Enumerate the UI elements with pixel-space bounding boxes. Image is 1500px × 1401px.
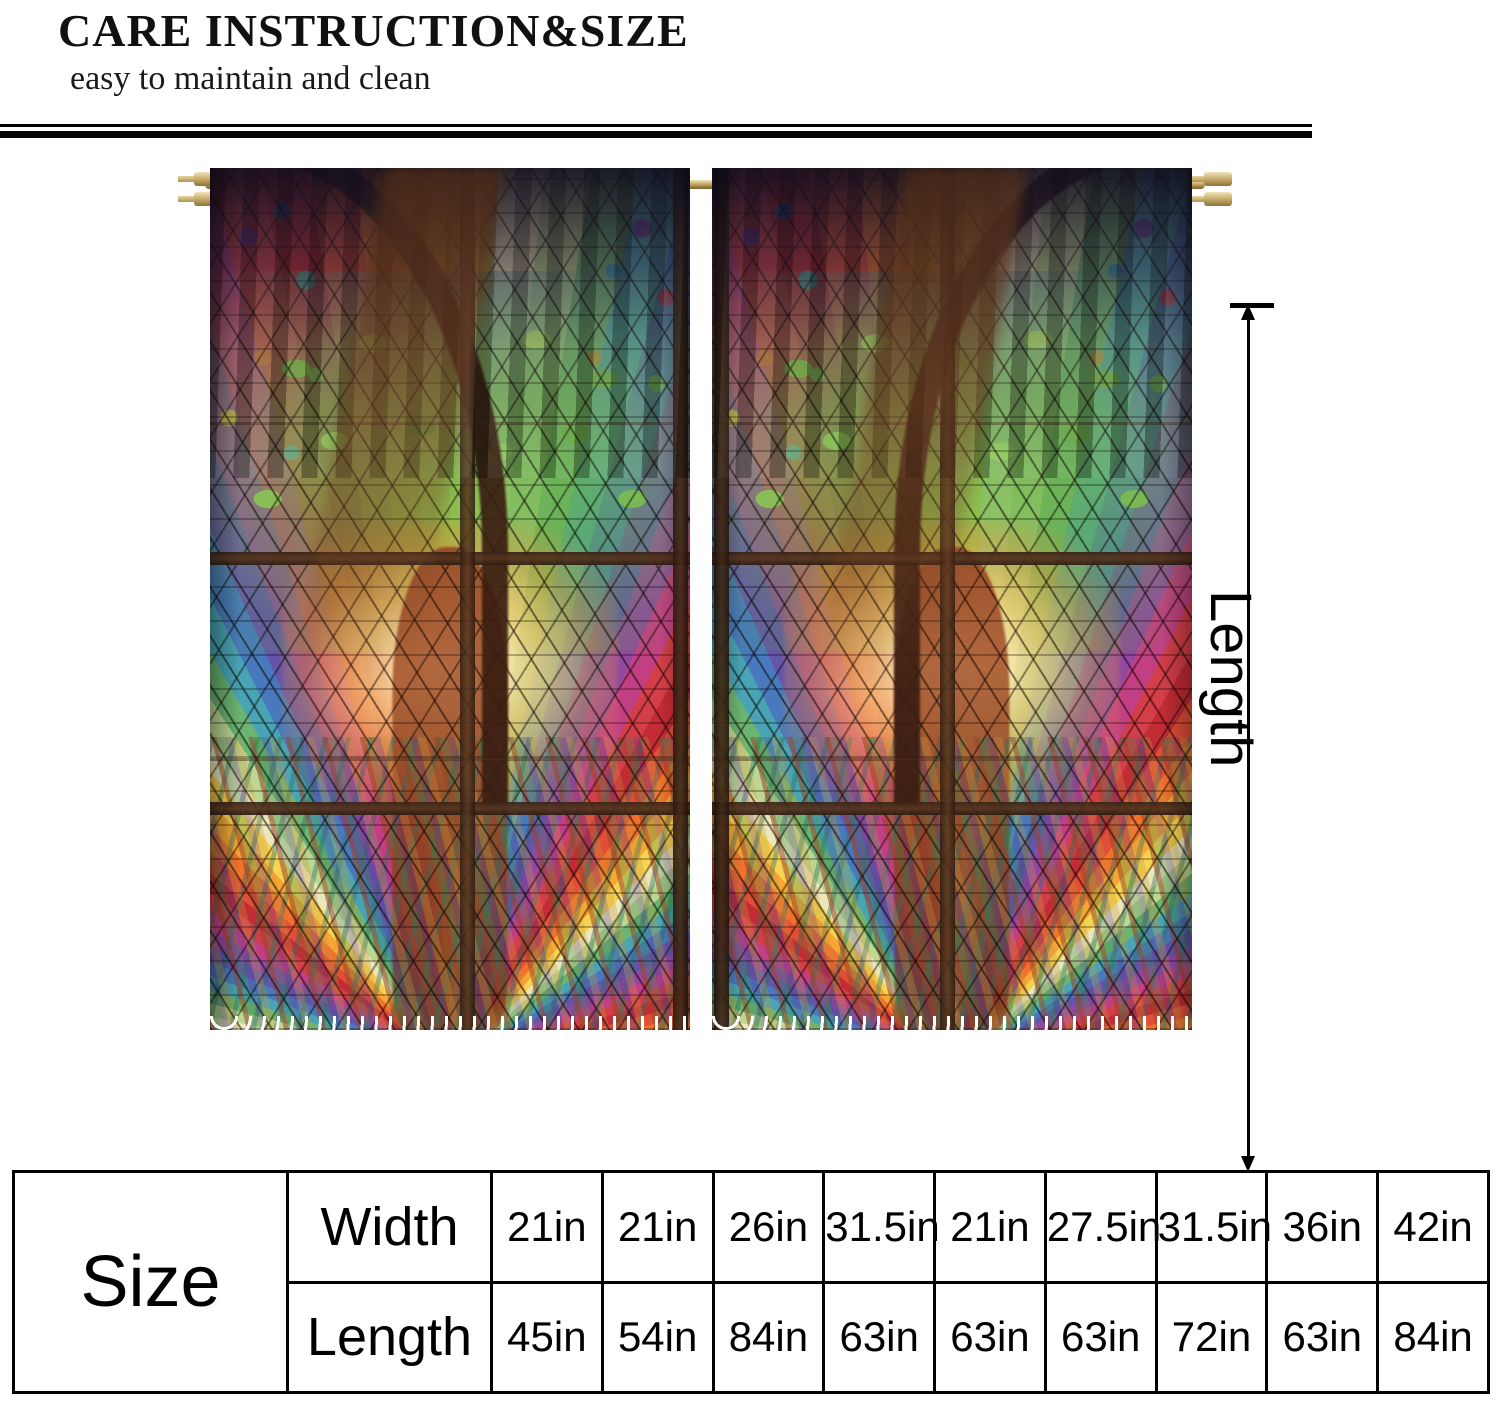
panel-edge-shadow-left: [712, 168, 742, 1030]
length-arrow-line: [1247, 312, 1250, 1164]
cell-width-2: 21in: [600, 1170, 715, 1284]
length-label: Length: [1198, 590, 1263, 768]
cell-length-4: 63in: [822, 1280, 937, 1394]
curtain-hem: [210, 1016, 690, 1030]
curtain-rod-finial-right: [1188, 172, 1234, 208]
cell-width-8: 36in: [1265, 1170, 1380, 1284]
page-subtitle: easy to maintain and clean: [70, 60, 431, 97]
cell-length-9: 84in: [1376, 1280, 1490, 1394]
cell-length-1: 45in: [490, 1280, 604, 1394]
table-row-width: Size Width 21in 21in 26in 31.5in 21in 27…: [12, 1170, 1490, 1394]
stained-glass-artwork-left: [210, 168, 690, 1030]
panel-edge-shadow-right: [1162, 168, 1192, 1030]
length-arrowhead-down: [1241, 1156, 1255, 1172]
window-mullion-thin-lower: [210, 758, 690, 762]
size-table-container: Size Width 21in 21in 26in 31.5in 21in 27…: [12, 1170, 1490, 1394]
cell-length-3: 84in: [711, 1280, 826, 1394]
header-divider-thick: [0, 131, 1312, 138]
cell-width-3: 26in: [711, 1170, 826, 1284]
curtain-panel-right: [712, 168, 1192, 1030]
length-measurement-guide: Length: [1198, 290, 1350, 1190]
curtain-panel-left: [210, 168, 690, 1030]
cell-width-6: 27.5in: [1043, 1170, 1161, 1284]
cell-length-6: 63in: [1043, 1280, 1158, 1394]
cell-length-5: 63in: [933, 1280, 1047, 1394]
window-mullion-lower: [210, 801, 690, 815]
size-table: Size Width 21in 21in 26in 31.5in 21in 27…: [12, 1170, 1490, 1394]
cell-width-4: 31.5in: [822, 1170, 940, 1284]
cell-width-5: 21in: [933, 1170, 1047, 1284]
curtain-rod: [205, 180, 1205, 189]
header-divider-thin: [0, 124, 1312, 127]
table-row-length: Length 45in 54in 84in 63in 63in 63in 72i…: [14, 1280, 1490, 1394]
window-mullion-upper: [210, 551, 690, 565]
length-arrowhead-up: [1241, 304, 1255, 320]
cell-length-7: 72in: [1154, 1280, 1269, 1394]
cell-width-1: 21in: [490, 1170, 604, 1284]
cell-width-7: 31.5in: [1154, 1170, 1272, 1284]
row-header-width: Width: [286, 1170, 493, 1284]
panel-edge-shadow-right: [660, 168, 690, 1030]
panel-edge-shadow-left: [210, 168, 240, 1030]
row-header-length: Length: [286, 1280, 493, 1394]
header-block: CARE INSTRUCTION&SIZE easy to maintain a…: [0, 0, 1500, 120]
page-title: CARE INSTRUCTION&SIZE: [58, 5, 689, 56]
cell-length-2: 54in: [600, 1280, 715, 1394]
cell-width-9: 42in: [1376, 1170, 1490, 1284]
size-table-corner-label: Size: [12, 1170, 289, 1394]
product-illustration: Length Width: [0, 140, 1500, 1276]
curtain-hem: [712, 1016, 1192, 1030]
cell-length-8: 63in: [1265, 1280, 1380, 1394]
size-table-body: Size Width 21in 21in 26in 31.5in 21in 27…: [12, 1170, 1490, 1394]
stained-glass-artwork-right: [712, 168, 1192, 1030]
